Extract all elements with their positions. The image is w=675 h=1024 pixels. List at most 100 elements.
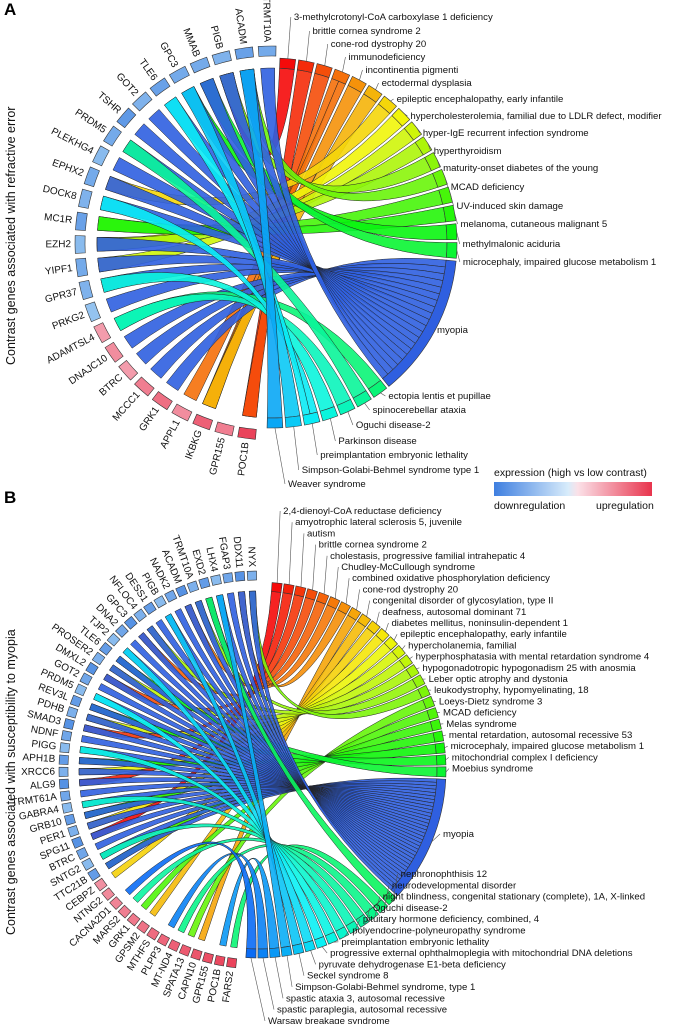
disease-segment-amyotrophic-lateral-sclerosis-5-juvenile [282, 583, 295, 595]
leader-line-nephronophthisis-12 [392, 873, 398, 902]
disease-label-preimplantation-embryonic-lethality: preimplantation embryonic lethality [341, 937, 489, 948]
ribbon-myopia-34 [248, 590, 394, 891]
disease-label-oguchi-disease-2: Oguchi disease-2 [373, 903, 448, 914]
gene-segment-pigb [211, 50, 232, 66]
disease-segment-cholestasis-progressive-familial-intrahepatic-4 [315, 591, 330, 605]
gene-segment-xrcc6 [58, 766, 69, 777]
gene-label-got2: GOT2 [114, 71, 141, 99]
disease-label-diabetes-mellitus-noninsulin-dependent-1: diabetes mellitus, noninsulin-dependent … [391, 618, 568, 629]
gene-segment-dock8 [78, 188, 93, 209]
leader-line-mental-retardation-autosomal-recessive-53 [442, 734, 446, 737]
disease-label-polyendocrine-polyneuropathy-syndrome: polyendocrine-polyneuropathy syndrome [352, 926, 525, 937]
disease-segment-melas-syndrome [429, 718, 442, 732]
disease-segment-ectopia-lentis-et-pupillae [367, 379, 388, 398]
gene-segment-gpsm2 [136, 920, 150, 934]
gene-segment-mars2 [117, 904, 132, 919]
panel-b-chord-diagram: FARS2POC1BGPR155CAPN10SPATA13MT-ND4PLPP3… [11, 506, 650, 1024]
disease-segment-ectodermal-dysplasia [363, 85, 383, 103]
leader-line-progressive-external-ophthalmoplegia-with-mitochondrial-dna-deletions [321, 946, 328, 954]
disease-label-immunodeficiency: immunodeficiency [348, 52, 425, 63]
disease-segment-3-methylcrotonyl-coa-carboxylase-1-deficiency [279, 57, 297, 70]
gene-segment-btrc [118, 360, 139, 381]
disease-segment-hyperphosphatasia-with-mental-retardation-syndrome-4 [398, 654, 413, 669]
disease-segment-microcephaly-impaired-glucose-metabolism-1 [446, 242, 458, 259]
disease-label-spastic-ataxia-3-autosomal-recessive: spastic ataxia 3, autosomal recessive [286, 993, 445, 1004]
gene-label-plekhg4: PLEKHG4 [49, 126, 95, 157]
leader-line-epileptic-encephalopathy-early-infantile [390, 98, 394, 102]
leader-line-brittle-cornea-syndrome-2 [306, 30, 310, 62]
gene-segment-trmt10a [257, 45, 277, 57]
leader-line-hyperphosphatasia-with-mental-retardation-syndrome-4 [409, 656, 413, 660]
ribbon-weaver-syndrome-0 [239, 68, 283, 419]
gene-label-alg9: ALG9 [30, 779, 57, 792]
disease-segment-spastic-ataxia-3-autosomal-recessive [269, 947, 281, 958]
leader-line-simpson-golabi-behmel-syndrome-type-1 [293, 426, 300, 471]
disease-segment-oguchi-disease-2 [355, 913, 370, 928]
gene-label-pigb: PIGB [208, 24, 225, 50]
disease-label-hyper-ige-recurrent-infection-syndrome: hyper-IgE recurrent infection syndrome [423, 128, 589, 139]
panel-b-ribbons [78, 590, 438, 950]
leader-line-mitochondrial-complex-i-deficiency [445, 757, 449, 761]
gene-segment-tshr [116, 107, 137, 129]
leader-line-chudley-mccullough-syndrome [334, 566, 339, 599]
disease-segment-polyendocrine-polyneuropathy-syndrome [335, 926, 350, 940]
panel-b-labels: FARS2POC1BGPR155CAPN10SPATA13MT-ND4PLPP3… [11, 506, 650, 1024]
gene-label-fgap3: FGAP3 [216, 536, 232, 571]
gene-segment-dmxl2 [85, 661, 99, 676]
disease-label-cone-rod-dystrophy-20: cone-rod dystrophy 20 [331, 39, 426, 50]
disease-segment-microcephaly-impaired-glucose-metabolism-1 [434, 742, 446, 754]
gene-label-tshr: TSHR [95, 90, 123, 116]
gene-label-gpr37: GPR37 [44, 287, 79, 306]
gene-segment-mmab [189, 56, 211, 74]
gene-segment-gpr155 [214, 421, 235, 437]
disease-label-maturity-onset-diabetes-of-the-young: maturity-onset diabetes of the young [443, 163, 598, 174]
gene-label-ddx11: DDX11 [231, 536, 245, 569]
gene-segment-dnajc10 [104, 341, 124, 363]
ribbon-myopia-19 [260, 67, 389, 380]
disease-segment-warsaw-breakage-syndrome [245, 948, 257, 959]
disease-label-mitochondrial-complex-i-deficiency: mitochondrial complex I deficiency [452, 752, 598, 763]
disease-label-warsaw-breakage-syndrome: Warsaw breakage syndrome [268, 1016, 390, 1024]
leader-line-diabetes-mellitus-noninsulin-dependent-1 [385, 622, 389, 632]
gene-segment-tle6 [98, 642, 113, 656]
disease-label-spastic-paraplegia-autosomal-recessive: spastic paraplegia, autosomal recessive [277, 1005, 447, 1016]
gene-segment-tjp2 [106, 632, 121, 647]
disease-label-parkinson-disease: Parkinson disease [338, 436, 416, 447]
disease-label-hypercholanemia-familial: hypercholanemia, familial [408, 640, 516, 651]
gene-label-gpr155: GPR155 [208, 436, 228, 476]
leader-line-mcad-deficiency [444, 176, 449, 188]
disease-label-combined-oxidative-phosphorylation-deficiency: combined oxidative phosphorylation defic… [352, 573, 550, 584]
disease-label-brittle-cornea-syndrome-2: brittle cornea syndrome 2 [319, 540, 427, 551]
disease-segment-simpson-golabi-behmel-syndrome-type-1 [280, 945, 293, 957]
disease-segment-leukodystrophy-hypomyelinating-18 [417, 684, 431, 699]
ribbon-progressive-external-ophthalmoplegia-with-mitochondrial-dna-deletions-0 [93, 693, 324, 941]
disease-label-cholestasis-progressive-familial-intrahepatic-4: cholestasis, progressive familial intrah… [330, 551, 526, 562]
disease-label-moebius-syndrome: Moebius syndrome [452, 764, 533, 775]
leader-line-autism [300, 533, 305, 587]
disease-segment-diabetes-mellitus-noninsulin-dependent-1 [375, 627, 390, 643]
gene-segment-fars2 [226, 957, 238, 969]
leader-line-warsaw-breakage-syndrome [250, 957, 266, 1021]
panel-a-side-label: Contrast genes associated with refractiv… [4, 107, 18, 365]
gene-label-yipf1: YIPF1 [44, 263, 73, 277]
gene-label-prdm5: PRDM5 [73, 107, 109, 136]
disease-segment-mcad-deficiency [432, 168, 448, 188]
disease-label-myopia: myopia [443, 829, 475, 840]
disease-label-epileptic-encephalopathy-early-infantile: epileptic encephalopathy, early infantil… [400, 629, 567, 640]
disease-segment-hyperthyroidism [414, 136, 433, 156]
disease-segment-night-blindness-congenital-stationary-complete-1a-x-linked [364, 906, 380, 921]
leader-line-hypogonadotropic-hypogonadism-25-with-anosmia [416, 667, 420, 670]
gene-segment-prdm5 [103, 125, 122, 147]
disease-segment-autism [293, 585, 307, 598]
disease-segment-2-4-dienoyl-coa-reductase-deficiency [271, 582, 283, 593]
disease-segment-myopia [382, 259, 457, 387]
leader-line-night-blindness-congenital-stationary-complete-1a-x-linked [374, 896, 380, 918]
disease-label-pyruvate-dehydrogenase-e1-beta-deficiency: pyruvate dehydrogenase E1-beta deficienc… [319, 959, 506, 970]
gene-segment-cacna2d1 [109, 896, 123, 910]
disease-segment-immunodeficiency [331, 68, 351, 85]
disease-segment-parkinson-disease [319, 406, 339, 422]
leader-line-spinocerebellar-ataxia [364, 402, 370, 411]
gene-segment-acadm [175, 584, 189, 598]
gene-label-nyx: NYX [245, 546, 257, 567]
disease-label-epileptic-encephalopathy-early-infantile: epileptic encephalopathy, early infantil… [397, 94, 564, 105]
